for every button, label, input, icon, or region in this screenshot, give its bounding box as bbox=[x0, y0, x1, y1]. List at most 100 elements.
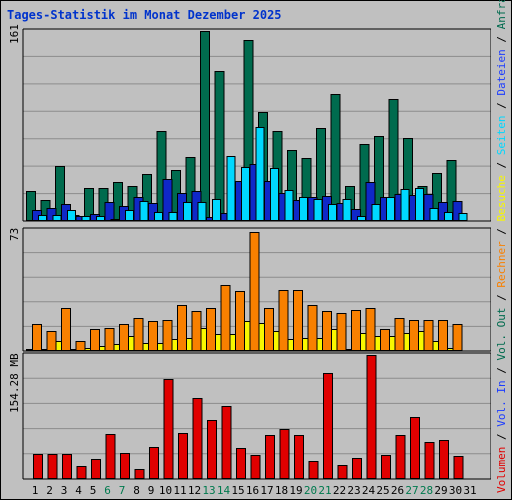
x-tick-label-9: 9 bbox=[147, 484, 155, 497]
bar-rechner-day-14 bbox=[220, 285, 231, 351]
bar-rechner-day-8 bbox=[133, 318, 144, 351]
bar-seiten-day-16 bbox=[255, 127, 265, 221]
legend-separator: / bbox=[495, 29, 508, 50]
bar-volumen-day-10 bbox=[163, 379, 174, 479]
x-tick-label-25: 25 bbox=[376, 484, 390, 497]
bar-volumen-day-8 bbox=[134, 469, 145, 479]
bar-rechner-day-3 bbox=[61, 308, 71, 351]
x-tick-label-14: 14 bbox=[216, 484, 231, 497]
bar-seiten-day-11 bbox=[183, 202, 192, 221]
bar-seiten-day-8 bbox=[139, 201, 149, 221]
bar-seiten-day-23 bbox=[357, 216, 366, 221]
bar-rechner-day-4 bbox=[75, 341, 86, 351]
bar-seiten-day-9 bbox=[154, 212, 163, 221]
bar-seiten-day-28 bbox=[429, 208, 439, 221]
bar-seiten-day-12 bbox=[197, 202, 207, 221]
bar-anfragen-day-14 bbox=[214, 71, 225, 221]
bar-dateien-day-30 bbox=[452, 201, 463, 221]
bar-seiten-day-24 bbox=[371, 204, 381, 221]
bar-rechner-day-13 bbox=[206, 308, 216, 351]
bar-volumen-day-4 bbox=[76, 466, 87, 479]
bar-rechner-day-7 bbox=[119, 324, 129, 351]
x-tick-label-30: 30 bbox=[448, 484, 463, 497]
bar-seiten-day-6 bbox=[110, 219, 120, 221]
bar-rechner-day-30 bbox=[452, 324, 463, 351]
bar-seiten-day-20 bbox=[313, 199, 323, 221]
bar-volumen-day-2 bbox=[47, 454, 58, 479]
bar-rechner-day-9 bbox=[148, 321, 158, 351]
x-tick-label-11: 11 bbox=[173, 484, 187, 497]
x-tick-label-4: 4 bbox=[75, 484, 82, 497]
bar-seiten-day-13 bbox=[212, 199, 221, 221]
bar-rechner-day-17 bbox=[264, 308, 274, 351]
bar-rechner-day-12 bbox=[191, 311, 202, 351]
legend-volumen: Volumen bbox=[495, 446, 508, 493]
bar-dateien-day-10 bbox=[162, 179, 173, 221]
bar-anfragen-day-13 bbox=[200, 31, 210, 221]
bar-volumen-day-11 bbox=[178, 433, 188, 479]
bar-rechner-day-23 bbox=[351, 310, 361, 351]
x-tick-label-3: 3 bbox=[60, 484, 68, 497]
bar-volumen-day-19 bbox=[294, 435, 304, 479]
x-tick-label-5: 5 bbox=[89, 484, 97, 497]
bar-seiten-day-25 bbox=[386, 197, 395, 221]
bar-volumen-day-6 bbox=[105, 434, 116, 479]
panel-2 bbox=[22, 227, 491, 352]
bar-anfragen-day-1 bbox=[26, 191, 36, 221]
x-tick-label-15: 15 bbox=[231, 484, 245, 497]
x-tick-label-1: 1 bbox=[31, 484, 39, 497]
bar-volumen-day-1 bbox=[33, 454, 43, 479]
legend-besuche: Besuche bbox=[495, 175, 508, 222]
x-tick-label-23: 23 bbox=[347, 484, 361, 497]
bar-volumen-day-22 bbox=[337, 465, 348, 479]
bar-anfragen-day-22 bbox=[330, 94, 341, 221]
bar-volumen-day-24 bbox=[366, 355, 377, 479]
x-tick-label-8: 8 bbox=[133, 484, 140, 497]
legend-separator: / bbox=[495, 360, 508, 381]
bar-dateien-day-24 bbox=[365, 182, 376, 221]
bar-volumen-day-27 bbox=[410, 417, 420, 479]
bar-volumen-day-7 bbox=[120, 453, 130, 479]
bar-seiten-day-14 bbox=[226, 156, 236, 221]
x-tick-label-22: 22 bbox=[332, 484, 347, 497]
x-tick-label-13: 13 bbox=[202, 484, 216, 497]
bar-rechner-day-27 bbox=[409, 320, 419, 351]
x-tick-label-12: 12 bbox=[187, 484, 202, 497]
legend-dateien: Dateien bbox=[495, 49, 508, 96]
legend-separator: / bbox=[495, 95, 508, 116]
bar-seiten-day-29 bbox=[444, 212, 453, 221]
x-tick-label-28: 28 bbox=[419, 484, 434, 497]
bar-rechner-day-21 bbox=[322, 311, 332, 351]
chart-plot bbox=[22, 28, 491, 480]
x-tick-label-17: 17 bbox=[260, 484, 274, 497]
bar-seiten-day-3 bbox=[67, 210, 76, 221]
x-tick-label-18: 18 bbox=[274, 484, 289, 497]
bar-volumen-day-14 bbox=[221, 406, 232, 479]
bar-volumen-day-20 bbox=[308, 461, 319, 479]
bar-seiten-day-27 bbox=[415, 188, 424, 221]
x-tick-label-10: 10 bbox=[158, 484, 173, 497]
bar-rechner-day-2 bbox=[46, 331, 57, 351]
x-tick-label-26: 26 bbox=[390, 484, 405, 497]
legend-vol-in: Vol. In bbox=[495, 380, 508, 427]
bar-volumen-day-12 bbox=[192, 398, 203, 479]
legend-anfragen: Anfragen bbox=[495, 0, 508, 30]
bar-volumen-day-26 bbox=[395, 435, 406, 479]
bar-volumen-day-30 bbox=[453, 456, 464, 479]
bar-seiten-day-21 bbox=[328, 204, 337, 221]
bar-seiten-day-7 bbox=[125, 210, 134, 221]
bar-seiten-day-30 bbox=[458, 213, 468, 221]
panel-1 bbox=[22, 28, 491, 222]
panel-3 bbox=[22, 352, 491, 480]
bar-rechner-day-5 bbox=[90, 329, 100, 351]
bar-rechner-day-18 bbox=[278, 290, 289, 351]
chart-title: Tages-Statistik im Monat Dezember 2025 bbox=[7, 8, 282, 22]
x-tick-label-7: 7 bbox=[118, 484, 126, 497]
x-tick-label-29: 29 bbox=[434, 484, 448, 497]
bar-rechner-day-25 bbox=[380, 329, 390, 351]
legend-separator: / bbox=[495, 155, 508, 176]
x-tick-label-27: 27 bbox=[405, 484, 419, 497]
legend-separator: / bbox=[495, 221, 508, 242]
bar-rechner-day-20 bbox=[307, 305, 318, 351]
